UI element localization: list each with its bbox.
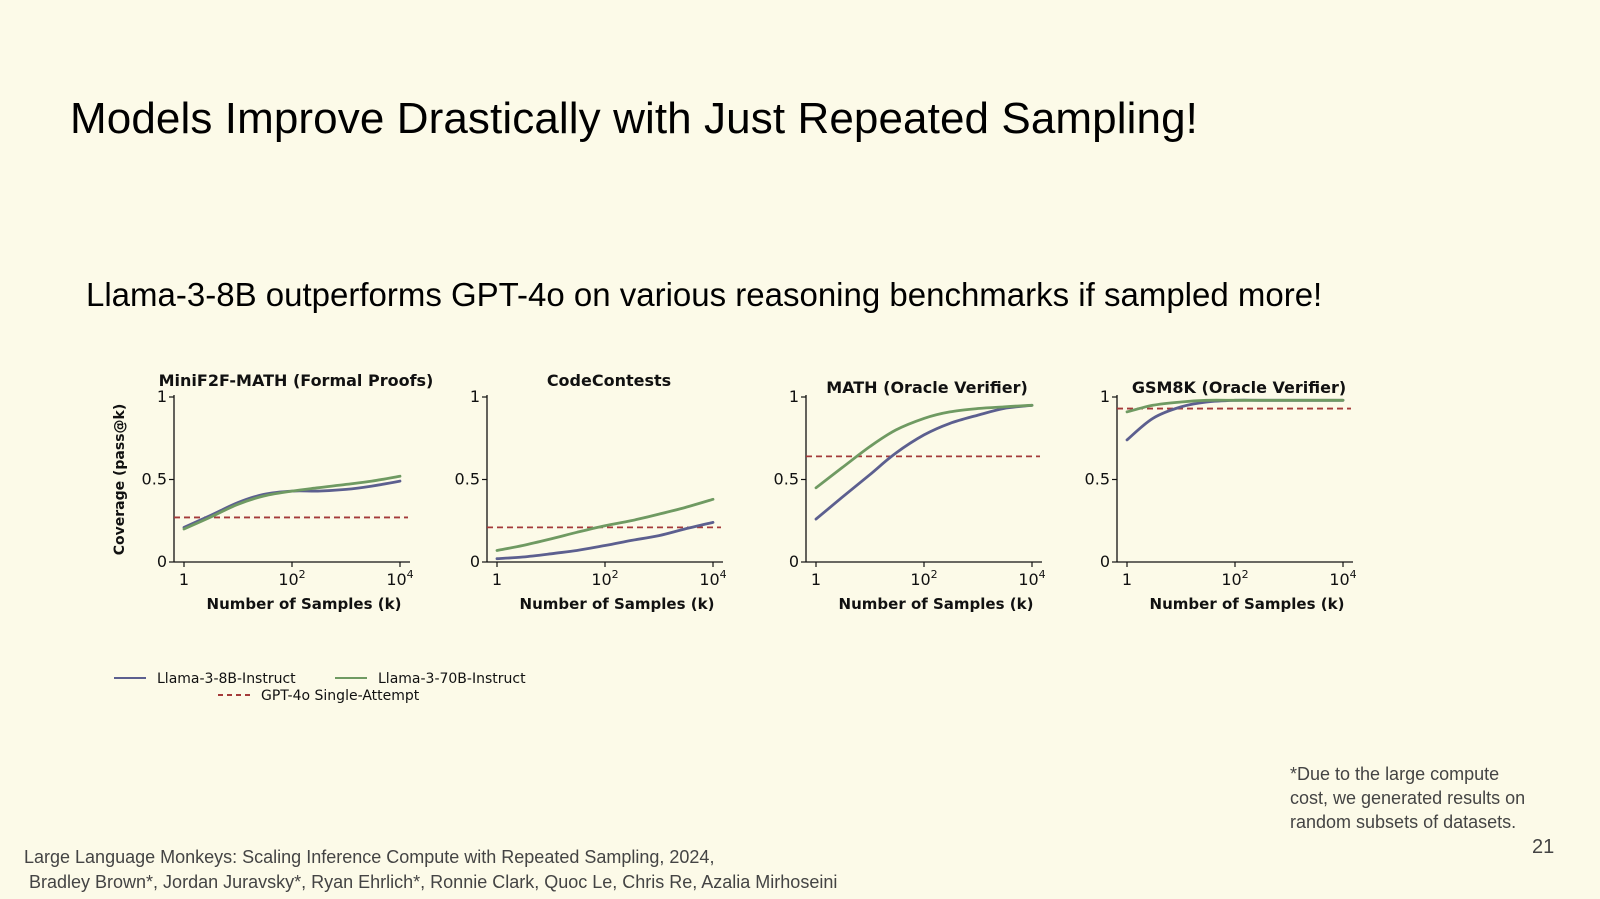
chart-title: MATH (Oracle Verifier): [826, 378, 1028, 397]
y-tick-label: 0.5: [142, 470, 167, 489]
page-number: 21: [1532, 836, 1555, 858]
x-tick-label: 104: [1329, 568, 1356, 589]
y-tick-label: 1: [1100, 387, 1110, 406]
citation-line: Bradley Brown*, Jordan Juravsky*, Ryan E…: [24, 872, 838, 892]
llama8b-series-line: [1125, 398, 1345, 442]
footnote-line: cost, we generated results on: [1290, 788, 1526, 808]
citation: Large Language Monkeys: Scaling Inferenc…: [24, 845, 837, 895]
x-tick-label: 104: [1018, 568, 1045, 589]
y-tick-label: 0.5: [1085, 470, 1110, 489]
x-tick-label: 1: [1122, 570, 1132, 589]
llama70b-series-line: [182, 474, 402, 531]
x-tick-label: 104: [699, 568, 726, 589]
y-tick-label: 0: [157, 552, 167, 571]
legend-label-llama70b: Llama-3-70B-Instruct: [378, 671, 526, 687]
slide-title: Models Improve Drastically with Just Rep…: [70, 94, 1198, 143]
x-axis-label: Number of Samples (k): [1150, 595, 1345, 613]
llama8b-series-line: [182, 479, 402, 529]
y-axis-label: Coverage (pass@k): [112, 404, 128, 556]
y-tick-label: 1: [157, 387, 167, 406]
legend-label-gpt4o: GPT-4o Single-Attempt: [261, 688, 420, 704]
x-tick-label: 1: [492, 570, 502, 589]
llama8b-series-line: [495, 521, 715, 561]
llama8b-series-line: [814, 403, 1034, 521]
y-tick-label: 0.5: [455, 470, 480, 489]
x-axis-label: Number of Samples (k): [839, 595, 1034, 613]
x-axis-label: Number of Samples (k): [207, 595, 402, 613]
citation-line: Large Language Monkeys: Scaling Inferenc…: [24, 847, 715, 867]
llama70b-series-line: [495, 497, 715, 552]
legend-label-llama8b: Llama-3-8B-Instruct: [157, 671, 296, 687]
slide-subtitle: Llama-3-8B outperforms GPT-4o on various…: [86, 276, 1323, 313]
y-tick-label: 0: [789, 552, 799, 571]
y-tick-label: 0: [1100, 552, 1110, 571]
footnote-line: *Due to the large compute: [1290, 764, 1500, 784]
x-tick-label: 104: [386, 568, 413, 589]
chart-title: MiniF2F-MATH (Formal Proofs): [159, 371, 434, 390]
x-tick-label: 102: [910, 568, 937, 589]
x-axis-label: Number of Samples (k): [520, 595, 715, 613]
llama70b-series-line: [814, 403, 1034, 490]
x-tick-label: 102: [1221, 568, 1248, 589]
x-tick-label: 102: [591, 568, 618, 589]
chart-title: CodeContests: [547, 371, 671, 390]
chart-title: GSM8K (Oracle Verifier): [1132, 378, 1346, 397]
y-tick-label: 1: [789, 387, 799, 406]
x-tick-label: 1: [179, 570, 189, 589]
y-tick-label: 1: [470, 387, 480, 406]
x-tick-label: 102: [278, 568, 305, 589]
y-tick-label: 0.5: [774, 470, 799, 489]
footnote: *Due to the large compute cost, we gener…: [1290, 762, 1590, 834]
footnote-line: random subsets of datasets.: [1290, 812, 1517, 832]
y-tick-label: 0: [470, 552, 480, 571]
x-tick-label: 1: [811, 570, 821, 589]
llama70b-series-line: [1125, 398, 1345, 414]
